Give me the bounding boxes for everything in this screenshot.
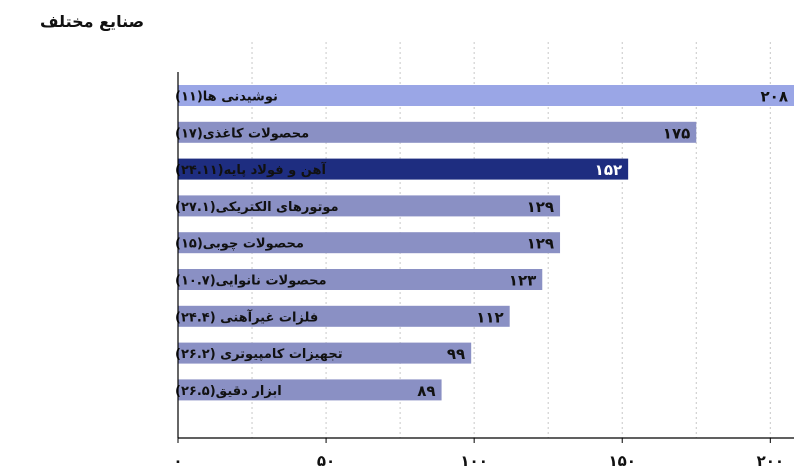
bar-value-label: ۱۲۹ — [527, 198, 554, 216]
bar-value-label: ۹۹ — [447, 345, 465, 363]
bar-value-label: ۲۰۸ — [761, 88, 788, 106]
bar — [178, 342, 472, 364]
bar — [178, 158, 629, 180]
bar — [178, 269, 543, 290]
category-label: ابزار دقیق(۲۶.۵) — [175, 384, 282, 399]
category-label: موتورهای الکتریکی(۲۷.۱) — [175, 200, 339, 215]
category-label: محصولات چوبی(۱۵) — [175, 237, 304, 252]
chart-title: صنایع مختلف — [40, 12, 145, 31]
bar — [178, 232, 561, 254]
category-label: تجهیزات کامپیوتری (۲۶.۲) — [175, 347, 343, 362]
bar — [178, 379, 442, 401]
bar — [178, 195, 561, 217]
bar — [178, 305, 510, 327]
category-label: آهن و فولاد پایه(۲۴.۱۱) — [175, 161, 326, 178]
bar-value-label: ۱۲۹ — [527, 235, 554, 253]
bar — [178, 121, 697, 143]
bar-value-label: ۱۷۵ — [663, 124, 690, 142]
bar-value-label: ۱۵۲ — [595, 161, 622, 179]
x-tick-label: ۱۰۰ — [460, 452, 487, 470]
x-tick-label: ۲۰۰ — [757, 452, 784, 470]
x-tick-label: ۱۵۰ — [608, 452, 635, 470]
bar-value-label: ۱۱۲ — [476, 308, 503, 326]
category-label: نوشیدنی ها(۱۱) — [175, 90, 278, 105]
x-tick-label: ۰ — [173, 452, 182, 470]
category-label: فلزات غیرآهنی (۲۴.۴) — [175, 308, 318, 325]
category-label: محصولات نانوایی(۱۰.۷) — [175, 274, 327, 289]
bar — [178, 85, 794, 106]
bar-value-label: ۸۹ — [417, 382, 435, 400]
category-label: محصولات کاغذی(۱۷) — [175, 126, 309, 141]
bar-value-label: ۱۲۳ — [509, 272, 536, 290]
x-tick-label: ۵۰ — [317, 452, 335, 470]
